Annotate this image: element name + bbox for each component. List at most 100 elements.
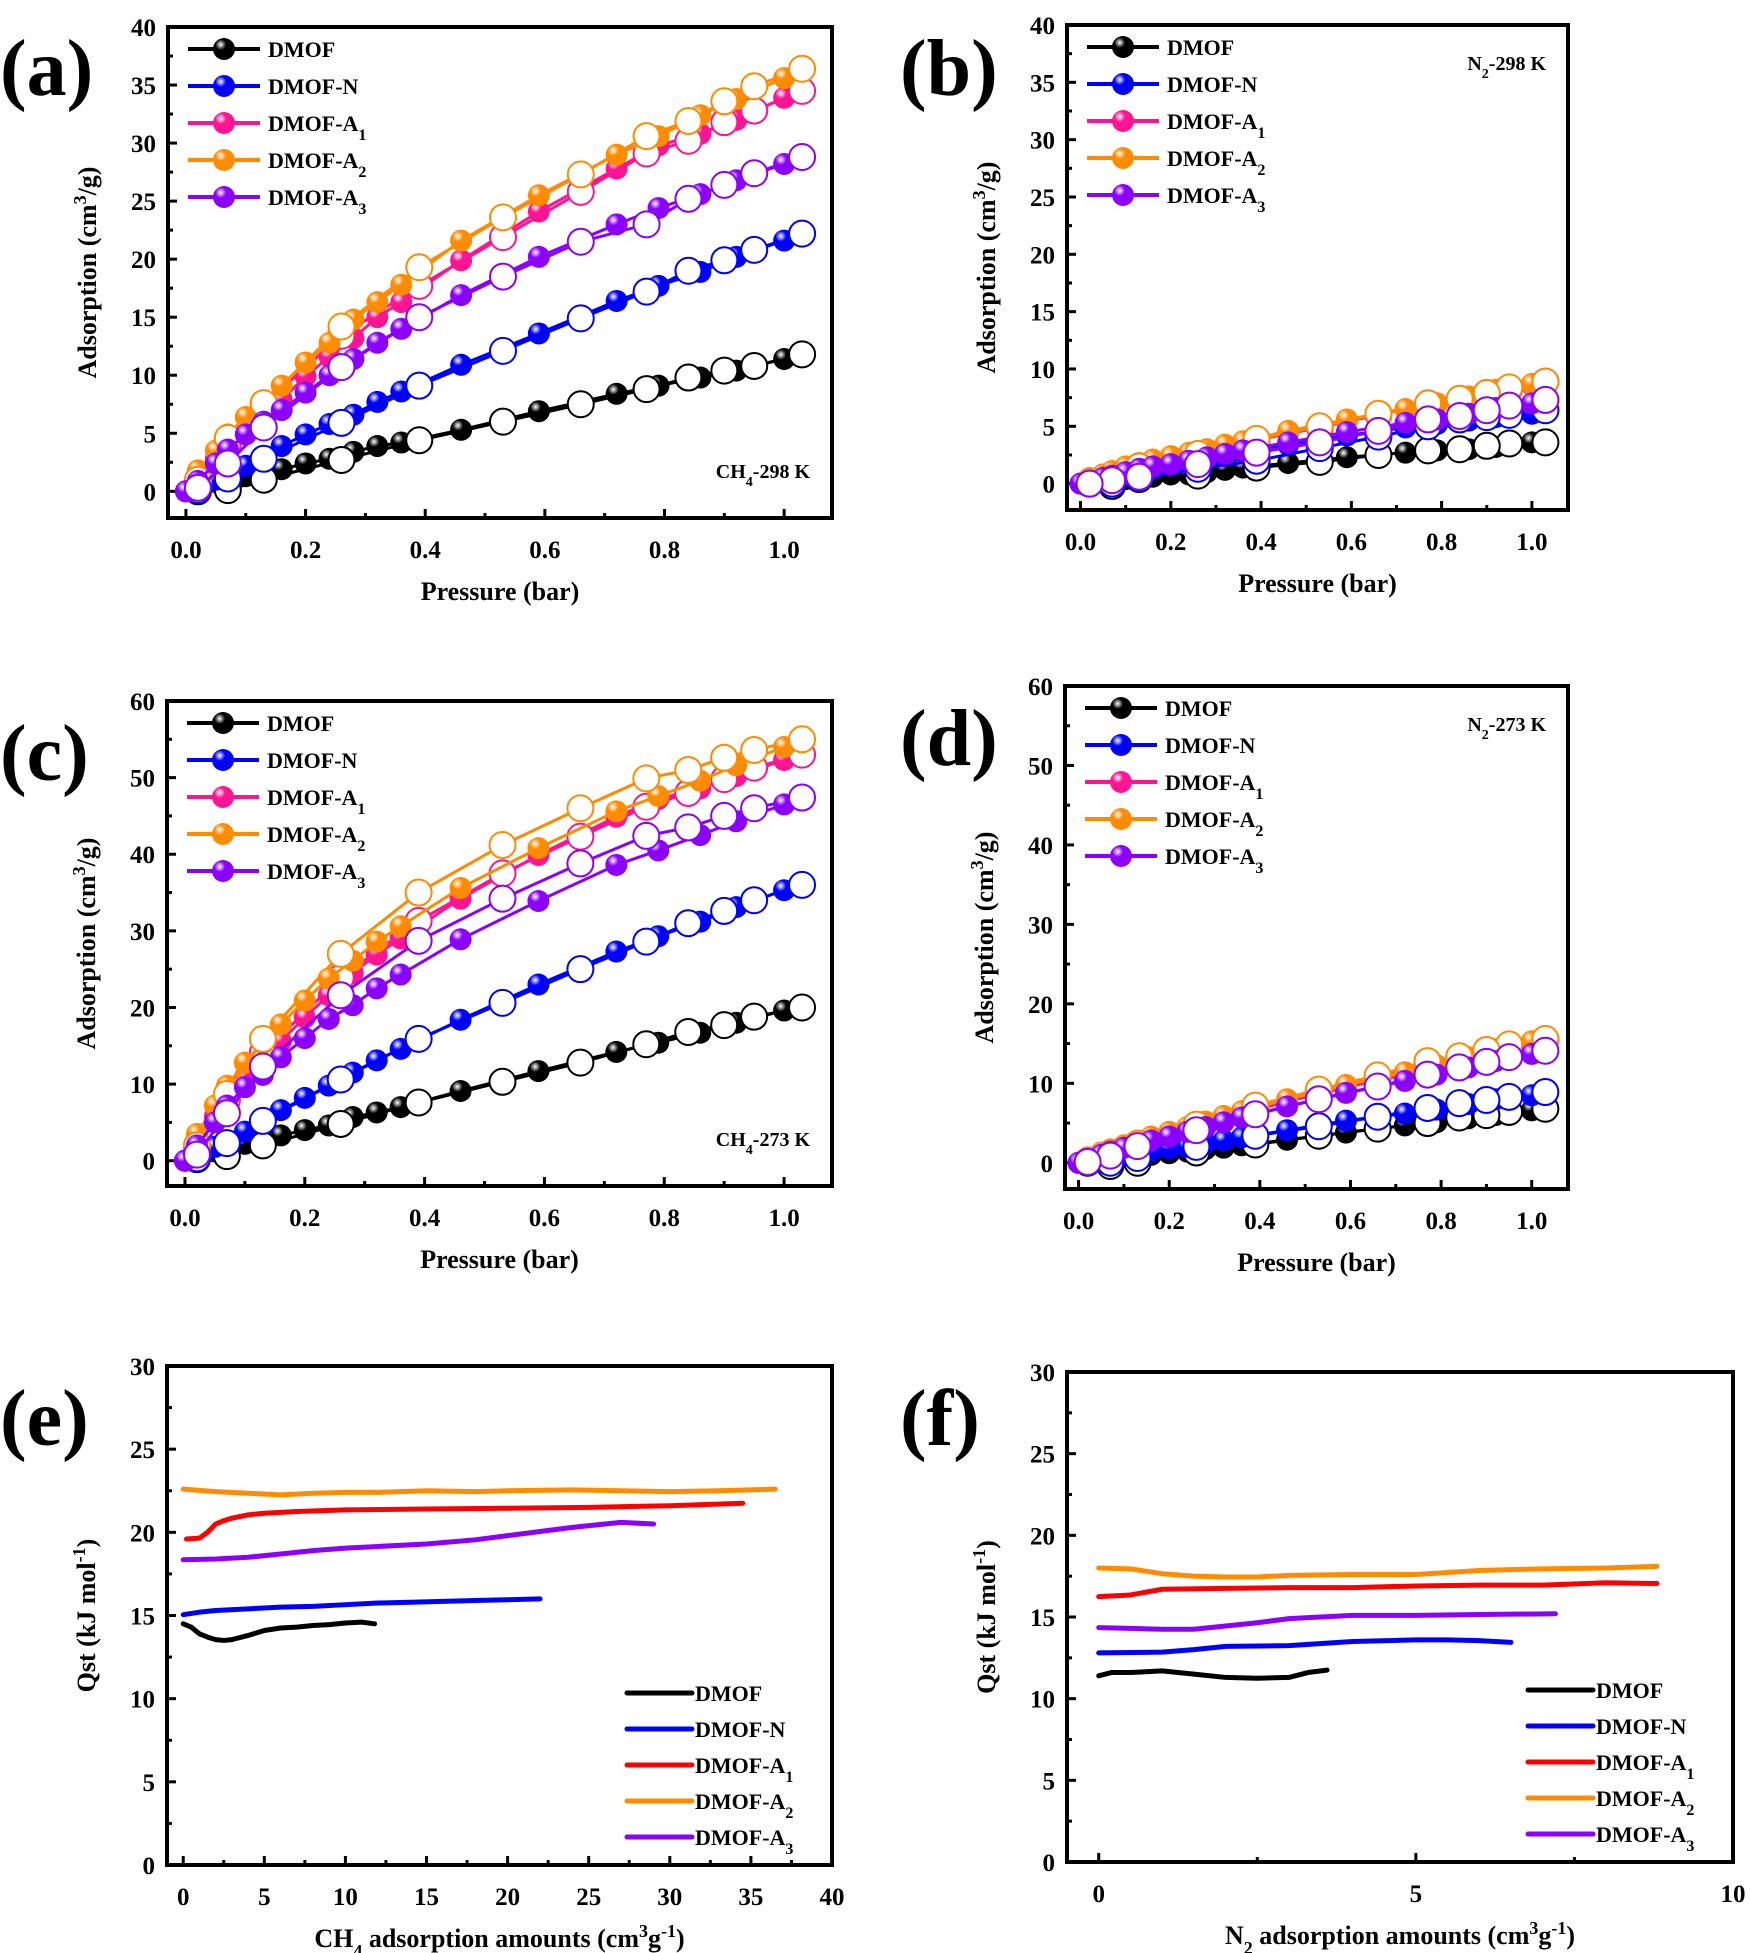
desorption-point [248, 1024, 277, 1053]
desorption-point [488, 203, 517, 232]
adsorption-point [450, 353, 473, 376]
y-tick-label: 10 [1030, 357, 1055, 384]
adsorption-point [294, 351, 317, 374]
legend-marker [213, 112, 235, 134]
adsorption-point [1158, 1125, 1181, 1148]
panel-letter: (f) [900, 1375, 980, 1463]
desorption-point [1363, 1072, 1392, 1101]
x-tick-label: 30 [657, 1884, 682, 1911]
qst-line-dmof-a1 [183, 1500, 746, 1542]
x-tick-label: 20 [495, 1884, 520, 1911]
y-tick-label: 30 [130, 1354, 155, 1381]
desorption-point [710, 801, 739, 830]
x-tick-label: 0.6 [529, 1205, 560, 1232]
y-tick-label: 15 [131, 305, 156, 332]
adsorption-point [527, 837, 550, 860]
adsorption-point [389, 915, 412, 938]
adsorption-point [233, 1076, 256, 1099]
desorption-point [488, 1067, 517, 1096]
desorption-point [632, 821, 661, 850]
plot-frame [1065, 23, 1570, 512]
x-tick-label: 0.6 [1336, 529, 1367, 556]
desorption-point [1363, 1102, 1392, 1131]
y-tick-label: 10 [130, 1687, 155, 1714]
y-tick-label: 10 [131, 363, 156, 390]
desorption-point [1413, 1093, 1442, 1122]
desorption-point [1304, 1112, 1333, 1141]
qst-line-dmof-a2 [1096, 1563, 1660, 1580]
legend-label: DMOF [1165, 696, 1232, 721]
legend-item: DMOF-A2 [1085, 807, 1263, 840]
x-tick-label: 0 [177, 1884, 190, 1911]
legend-label: DMOF-A2 [695, 1789, 793, 1822]
legend-item: DMOF-N [624, 1717, 786, 1742]
y-tick-label: 5 [1043, 1768, 1056, 1795]
legend-label: DMOF-A2 [268, 148, 366, 181]
x-tick-label: 0.8 [649, 537, 680, 564]
desorption-point [740, 235, 769, 264]
legend-item: DMOF-N [1087, 72, 1258, 97]
desorption-point [1445, 1053, 1474, 1082]
legend-label: DMOF-A2 [1167, 146, 1265, 179]
desorption-point [788, 870, 817, 899]
legend-item: DMOF [624, 1681, 762, 1706]
desorption-point [632, 122, 661, 151]
x-tick-label: 0.2 [1154, 1208, 1185, 1235]
x-tick-label: 0.0 [169, 1205, 200, 1232]
desorption-point [632, 764, 661, 793]
x-tick-label: 0.6 [529, 537, 560, 564]
legend-marker [1110, 734, 1132, 756]
adsorption-point [1277, 431, 1300, 454]
legend-label: DMOF-N [695, 1717, 786, 1742]
adsorption-point [1276, 1119, 1299, 1142]
desorption-point [488, 407, 517, 436]
adsorption-point [390, 291, 413, 314]
desorption-point [488, 988, 517, 1017]
desorption-point [1414, 436, 1443, 465]
y-tick-label: 20 [1028, 992, 1053, 1019]
y-tick-label: 60 [1028, 674, 1053, 701]
x-tick-label: 10 [333, 1884, 358, 1911]
desorption-point [404, 926, 433, 955]
adsorption-point [365, 1049, 388, 1072]
x-tick-label: 0.0 [1065, 529, 1096, 556]
desorption-point [710, 246, 739, 275]
legend-label: DMOF-A1 [1165, 770, 1263, 803]
desorption-point [1531, 385, 1560, 414]
panel-letter: (a) [0, 25, 93, 113]
adsorption-point [527, 889, 550, 912]
desorption-point [326, 939, 355, 968]
adsorption-point [1159, 453, 1182, 476]
desorption-point [327, 353, 356, 382]
legend-label: DMOF-A2 [267, 822, 365, 855]
y-tick-label: 10 [1028, 1071, 1053, 1098]
adsorption-point [605, 853, 628, 876]
legend-item: DMOF-A2 [187, 822, 365, 855]
x-tick-label: 10 [1721, 1881, 1746, 1908]
x-tick-label: 0.4 [1245, 529, 1277, 556]
adsorption-point [605, 1040, 628, 1063]
legend-marker [1112, 184, 1134, 206]
panel-d: (d) 0 10 20 30 40 50 60 0.0 0.2 0.4 0.6 0.8 1.0 Pressu… [900, 674, 1570, 1277]
desorption-point [710, 896, 739, 925]
desorption-point [1183, 450, 1212, 479]
desorption-point [566, 955, 595, 984]
desorption-point [566, 390, 595, 419]
legend-marker [212, 712, 234, 734]
desorption-point [740, 1002, 769, 1031]
y-tick-label: 30 [1030, 128, 1055, 155]
adsorption-point [365, 977, 388, 1000]
legend-item: DMOF-A1 [1087, 109, 1265, 142]
adsorption-point [527, 973, 550, 996]
desorption-point [566, 849, 595, 878]
y-tick-label: 0 [1041, 1151, 1054, 1178]
x-tick-label: 35 [738, 1884, 763, 1911]
y-tick-label: 0 [1043, 472, 1056, 499]
x-tick-label: 0.6 [1335, 1208, 1366, 1235]
adsorption-point [527, 1060, 550, 1083]
y-tick-label: 35 [1030, 70, 1055, 97]
y-tick-label: 35 [131, 73, 156, 100]
adsorption-point [317, 1007, 340, 1030]
adsorption-point [605, 143, 628, 166]
